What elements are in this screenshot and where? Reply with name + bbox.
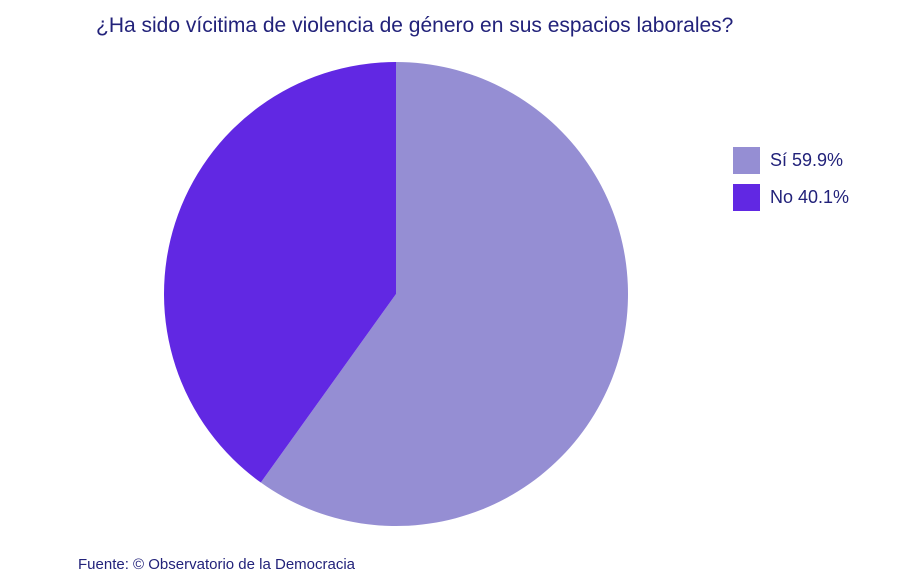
- pie-slice-no: [163, 62, 396, 483]
- pie-slice-si: [260, 62, 628, 526]
- chart-title: ¿Ha sido vícitima de violencia de género…: [96, 14, 734, 37]
- legend: Sí 59.9% No 40.1%: [733, 147, 849, 221]
- pie-slices: [163, 62, 628, 526]
- legend-label-si: Sí 59.9%: [770, 150, 844, 170]
- source-note: Fuente: © Observatorio de la Democracia: [78, 556, 356, 573]
- legend-swatch-no: [733, 184, 760, 211]
- legend-item-si: Sí 59.9%: [733, 147, 849, 174]
- legend-swatch-si: [733, 147, 760, 174]
- legend-item-no: No 40.1%: [733, 184, 849, 211]
- legend-label-no: No 40.1%: [770, 187, 850, 207]
